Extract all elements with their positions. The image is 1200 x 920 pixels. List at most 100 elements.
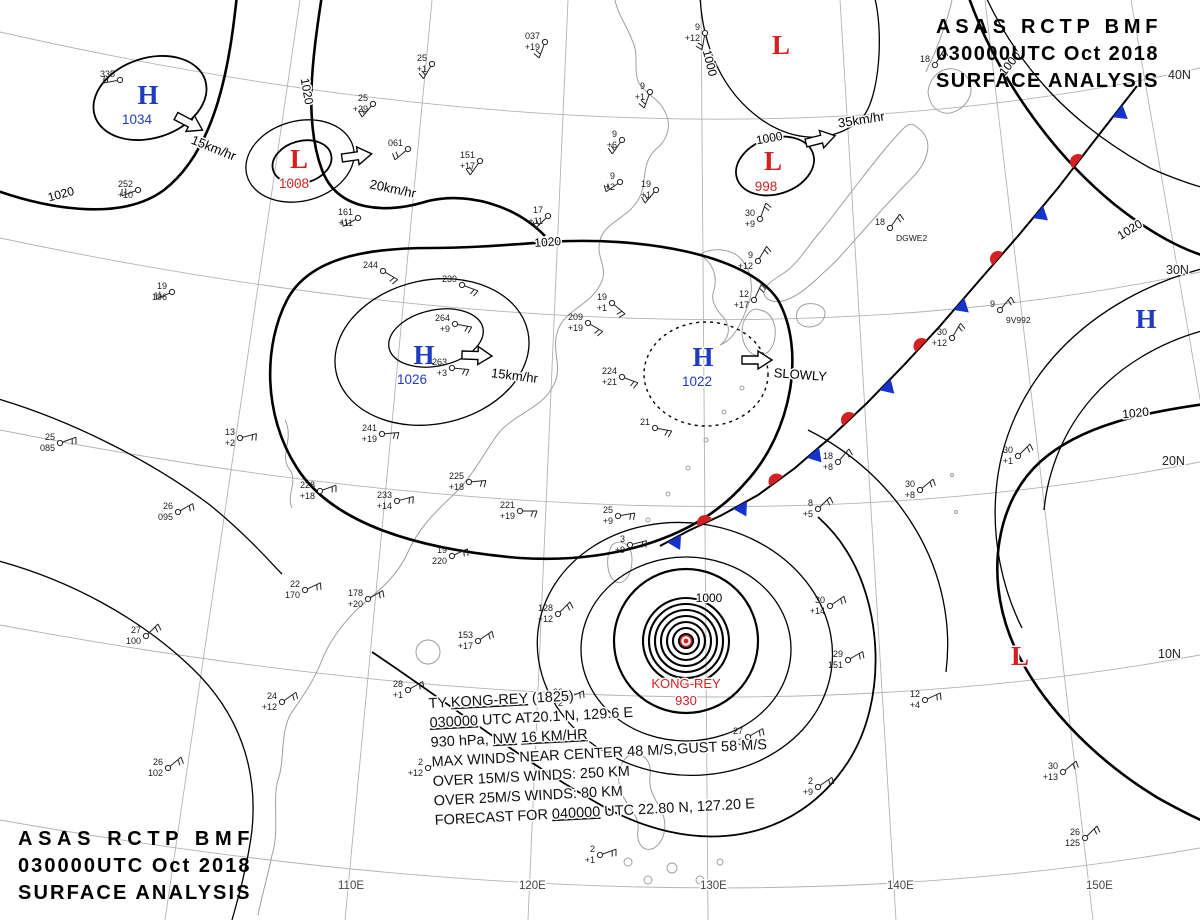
meridian-line <box>839 0 897 920</box>
wind-barb-tick <box>579 692 581 699</box>
typhoon-info-segment: TY <box>428 695 451 712</box>
station-value: +1 <box>417 64 427 74</box>
movement-speed-label: 35km/hr <box>837 108 886 130</box>
station-value: 27 <box>733 726 743 736</box>
station-plot: 18 DGWE2 <box>875 213 927 243</box>
station-value: +2 <box>605 182 615 192</box>
wind-barb <box>758 246 767 259</box>
wind-barb-tick <box>936 694 938 701</box>
isobar-1020 <box>0 0 238 211</box>
wind-barb-tick <box>392 279 399 285</box>
wind-barb-tick <box>569 601 574 609</box>
wind-barb-tick <box>389 277 395 282</box>
station-circle <box>754 257 762 265</box>
wind-barb <box>1086 825 1098 837</box>
station-plot: 225+18 <box>449 471 487 492</box>
wind-barb-tick <box>594 329 600 334</box>
wind-barb-tick <box>766 245 772 252</box>
station-circle <box>116 76 124 84</box>
header-title-line3: SURFACE ANALYSIS <box>936 70 1158 92</box>
wind-barb <box>464 285 479 292</box>
station-value: +19 <box>500 511 515 521</box>
wind-barb-tick <box>292 694 295 701</box>
station-value: +12 <box>932 338 947 348</box>
station-value: +17 <box>460 161 475 171</box>
station-circle <box>168 288 176 296</box>
station-value: 102 <box>148 768 163 778</box>
wind-barb-tick <box>177 759 181 766</box>
station-plot: 13+2 <box>225 427 257 448</box>
wind-barb <box>590 323 603 332</box>
wind-barb-tick <box>341 219 344 227</box>
wind-barb-tick <box>421 70 426 76</box>
wind-barb <box>613 304 626 315</box>
wind-barb-tick <box>418 73 424 80</box>
warm-front-semicircle <box>990 251 1004 266</box>
wind-barb-tick <box>534 510 538 518</box>
isobar <box>1043 330 1200 511</box>
station-plot: 30+13 <box>1043 760 1079 782</box>
wind-barb-tick <box>607 147 613 155</box>
wind-barb-tick <box>610 145 615 151</box>
station-value: 170 <box>285 590 300 600</box>
station-value: 22 <box>290 579 300 589</box>
pressure-center-letter-H: H <box>137 80 158 110</box>
wind-barb-tick <box>845 451 850 458</box>
wind-barb <box>643 94 650 109</box>
isobar-label: 1020 <box>1122 405 1150 422</box>
station-plot: 8+5 <box>803 496 834 519</box>
station-circle <box>564 694 572 702</box>
station-circle <box>364 595 372 603</box>
station-circle <box>652 186 660 194</box>
warm-front-semicircle <box>913 338 927 352</box>
wind-barb-tick <box>695 45 703 51</box>
wind-barb-tick <box>848 448 853 456</box>
station-plot: 17+11 <box>528 205 552 229</box>
warm-front-semicircle <box>768 473 783 487</box>
station-plot: 9+1 <box>635 81 654 109</box>
wind-barb-tick <box>843 596 847 604</box>
station-plot: 2+1 <box>585 844 617 865</box>
wind-barb <box>850 651 863 660</box>
wind-barb <box>430 759 443 768</box>
station-circle <box>618 136 626 144</box>
station-circle <box>618 373 626 381</box>
station-value: 9 <box>990 299 995 309</box>
station-value: 26 <box>1070 827 1080 837</box>
station-plot: 27+3 <box>733 726 765 747</box>
isobar-1020 <box>968 0 1200 256</box>
station-circle <box>369 100 377 108</box>
station-circle <box>393 497 401 505</box>
station-value: +29 <box>353 104 368 114</box>
wind-barb <box>479 630 493 640</box>
station-plot: 12+17 <box>734 284 767 310</box>
station-value: 2 <box>418 757 423 767</box>
station-circle <box>448 364 456 372</box>
station-value: 2 <box>808 776 813 786</box>
station-value: +14 <box>810 606 825 616</box>
coastline-taiwan <box>607 541 633 584</box>
typhoon-outer-isobar <box>580 556 792 742</box>
wind-barb-tick <box>530 510 534 517</box>
wind-barb-tick <box>479 480 483 487</box>
typhoon-isobar-ring <box>665 620 707 662</box>
station-value: 19 <box>157 281 167 291</box>
isobar-1020 <box>996 403 1200 822</box>
station-circle <box>476 157 484 165</box>
cold-front-triangle <box>879 378 895 394</box>
station-plot: 28+1 <box>393 679 425 700</box>
station-circle <box>701 29 709 37</box>
station-value: +12 <box>685 33 700 43</box>
station-value: +9 <box>603 516 613 526</box>
station-plot: 30+14 <box>810 595 847 616</box>
wind-barb-tick <box>762 728 765 736</box>
wind-barb <box>343 218 356 227</box>
wind-barb-tick <box>831 777 835 785</box>
station-circle <box>584 319 592 327</box>
station-plot: 178+20 <box>348 588 385 609</box>
wind-barb-tick <box>826 499 831 506</box>
station-plot: 12+4 <box>910 689 942 710</box>
